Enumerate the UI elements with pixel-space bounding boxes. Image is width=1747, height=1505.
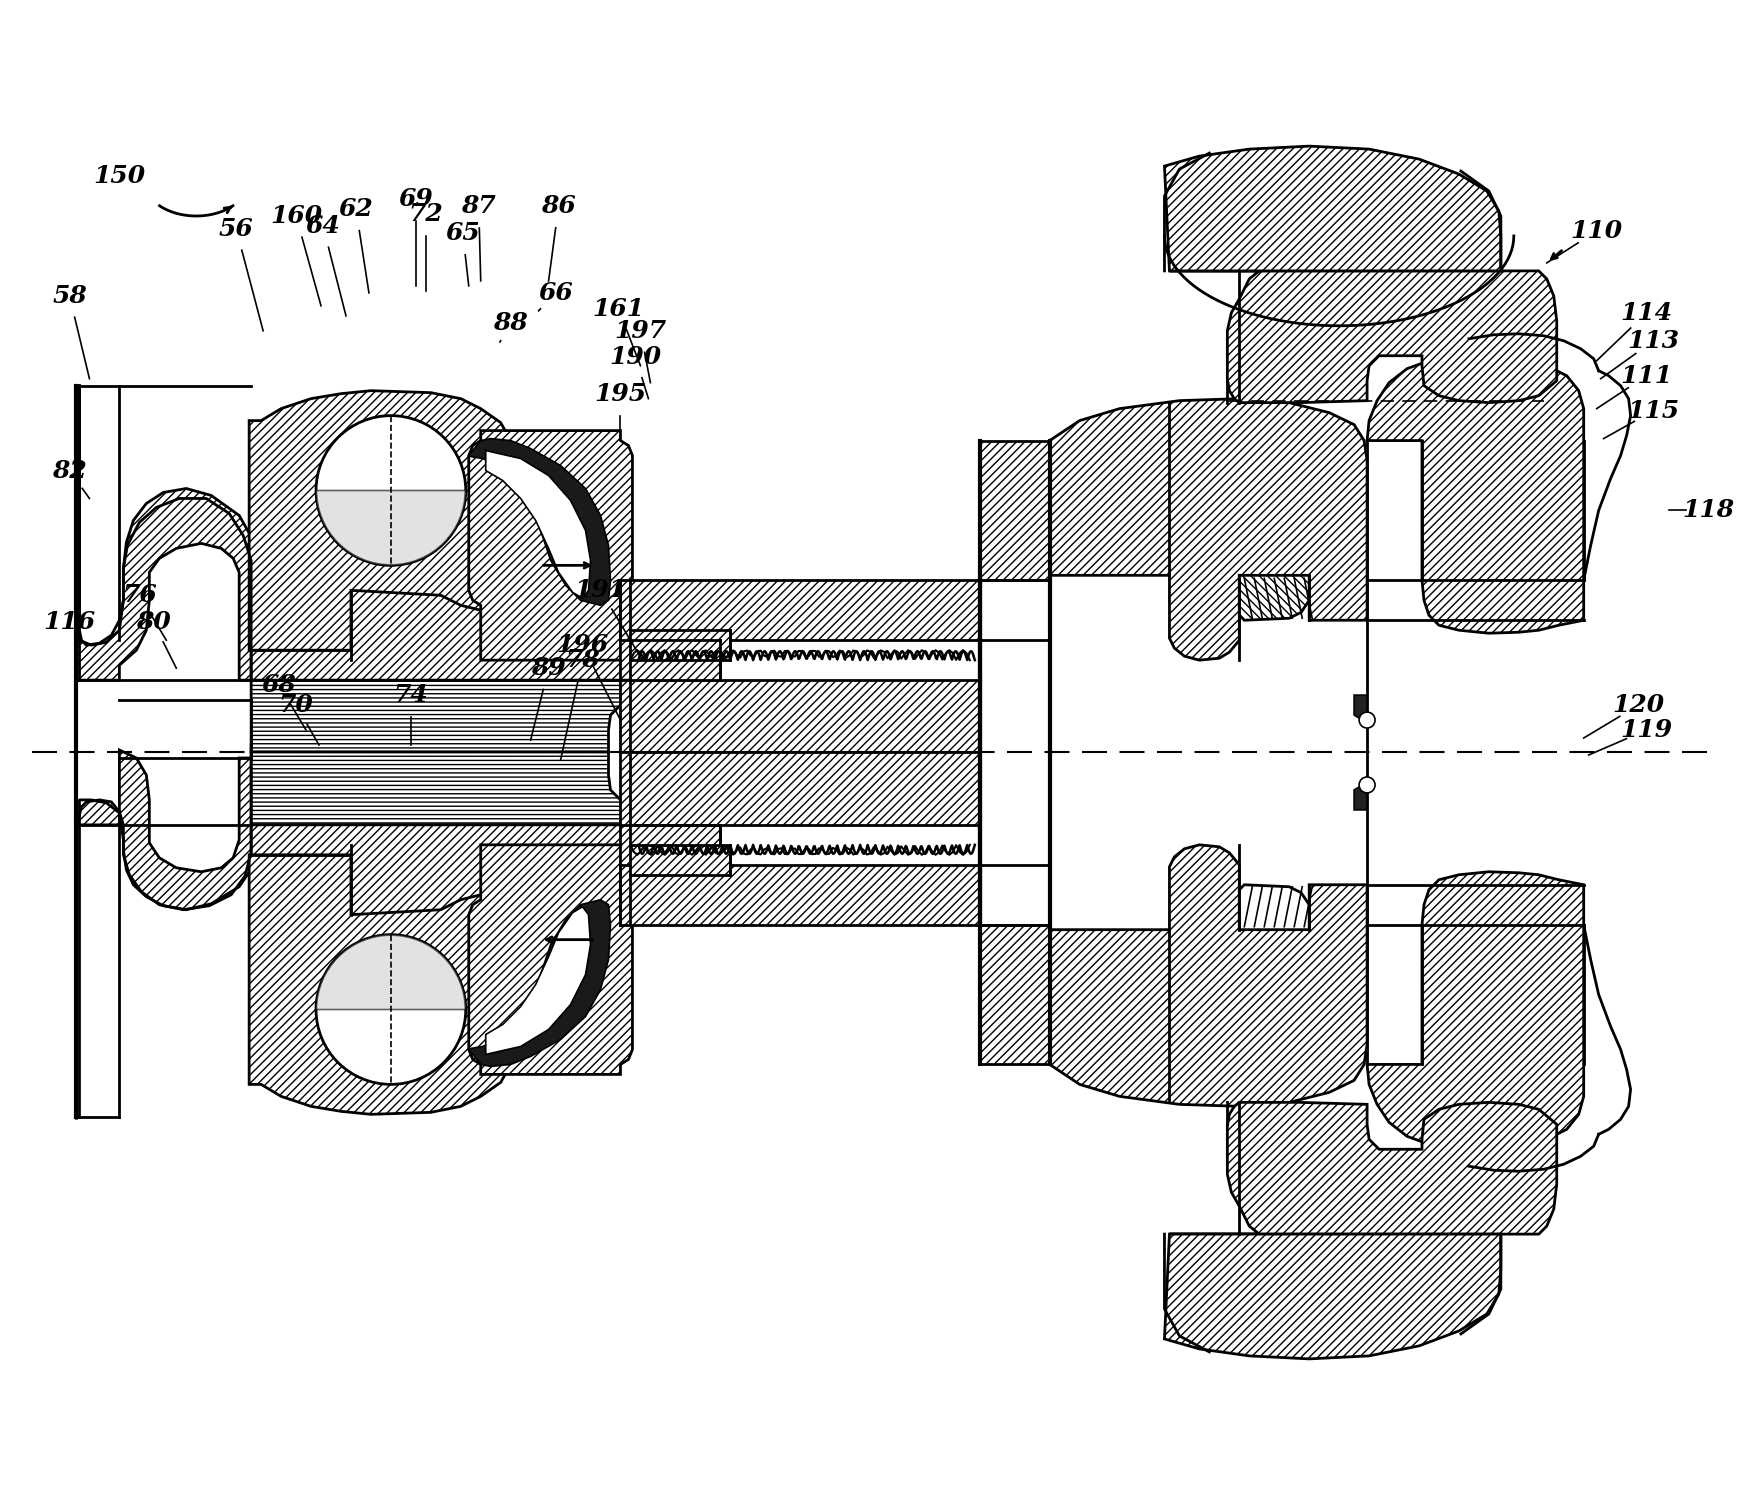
Polygon shape: [468, 430, 632, 661]
Polygon shape: [77, 385, 264, 680]
Polygon shape: [252, 825, 673, 915]
Polygon shape: [250, 391, 512, 650]
Polygon shape: [620, 865, 980, 924]
Text: 78: 78: [566, 649, 599, 673]
Text: 197: 197: [615, 319, 667, 343]
Text: 161: 161: [592, 296, 645, 321]
Polygon shape: [1368, 871, 1585, 1150]
Text: 62: 62: [339, 197, 374, 221]
Polygon shape: [250, 855, 512, 1114]
Polygon shape: [468, 900, 610, 1067]
Text: 70: 70: [280, 694, 313, 716]
Polygon shape: [1368, 355, 1585, 634]
Text: 119: 119: [1621, 718, 1672, 742]
Wedge shape: [316, 935, 466, 1010]
Text: 150: 150: [93, 164, 145, 188]
Circle shape: [1359, 712, 1375, 728]
Polygon shape: [468, 844, 632, 1075]
Text: 80: 80: [136, 610, 171, 634]
Polygon shape: [1169, 1102, 1557, 1234]
Polygon shape: [252, 680, 641, 752]
Text: 113: 113: [1628, 328, 1679, 352]
Text: 56: 56: [218, 217, 253, 241]
Text: 64: 64: [306, 214, 341, 238]
Polygon shape: [631, 631, 730, 680]
Polygon shape: [620, 752, 980, 825]
Polygon shape: [631, 825, 730, 874]
Polygon shape: [486, 906, 590, 1055]
Text: 66: 66: [538, 281, 573, 306]
Polygon shape: [1165, 1234, 1501, 1359]
Text: 115: 115: [1628, 399, 1679, 423]
Polygon shape: [486, 450, 590, 599]
Text: 87: 87: [461, 194, 496, 218]
Text: 116: 116: [44, 610, 96, 634]
Polygon shape: [1050, 399, 1368, 661]
Polygon shape: [1354, 695, 1368, 718]
Text: 88: 88: [493, 312, 528, 334]
Circle shape: [316, 415, 466, 566]
Text: 118: 118: [1682, 498, 1735, 522]
Text: 72: 72: [409, 202, 444, 226]
Polygon shape: [620, 581, 980, 640]
Polygon shape: [1165, 146, 1501, 271]
Polygon shape: [77, 749, 264, 1120]
Text: 69: 69: [398, 187, 433, 211]
Text: 89: 89: [531, 656, 566, 680]
Text: 114: 114: [1621, 301, 1672, 325]
Text: 82: 82: [52, 459, 87, 483]
Polygon shape: [252, 590, 673, 680]
Polygon shape: [1239, 575, 1309, 620]
Text: 120: 120: [1612, 694, 1665, 716]
Polygon shape: [77, 385, 79, 680]
Polygon shape: [1239, 885, 1309, 930]
Polygon shape: [620, 680, 980, 752]
Polygon shape: [980, 924, 1050, 1064]
Text: 58: 58: [52, 284, 87, 309]
Polygon shape: [252, 752, 641, 825]
Text: 110: 110: [1571, 218, 1623, 242]
Text: 191: 191: [575, 578, 627, 602]
Text: 190: 190: [610, 345, 662, 369]
Polygon shape: [468, 438, 610, 605]
Polygon shape: [1050, 844, 1368, 1106]
Circle shape: [316, 935, 466, 1085]
Wedge shape: [316, 491, 466, 566]
Polygon shape: [1354, 787, 1368, 810]
Text: 196: 196: [557, 634, 608, 658]
Text: 74: 74: [393, 683, 428, 707]
Text: 160: 160: [271, 205, 321, 227]
Polygon shape: [1169, 271, 1557, 403]
Text: 68: 68: [262, 673, 297, 697]
Text: 86: 86: [542, 194, 577, 218]
Polygon shape: [980, 441, 1050, 581]
Text: 111: 111: [1621, 364, 1672, 388]
Text: 195: 195: [594, 382, 646, 406]
Circle shape: [1359, 777, 1375, 793]
Text: 76: 76: [122, 584, 157, 608]
Text: 65: 65: [445, 221, 480, 245]
